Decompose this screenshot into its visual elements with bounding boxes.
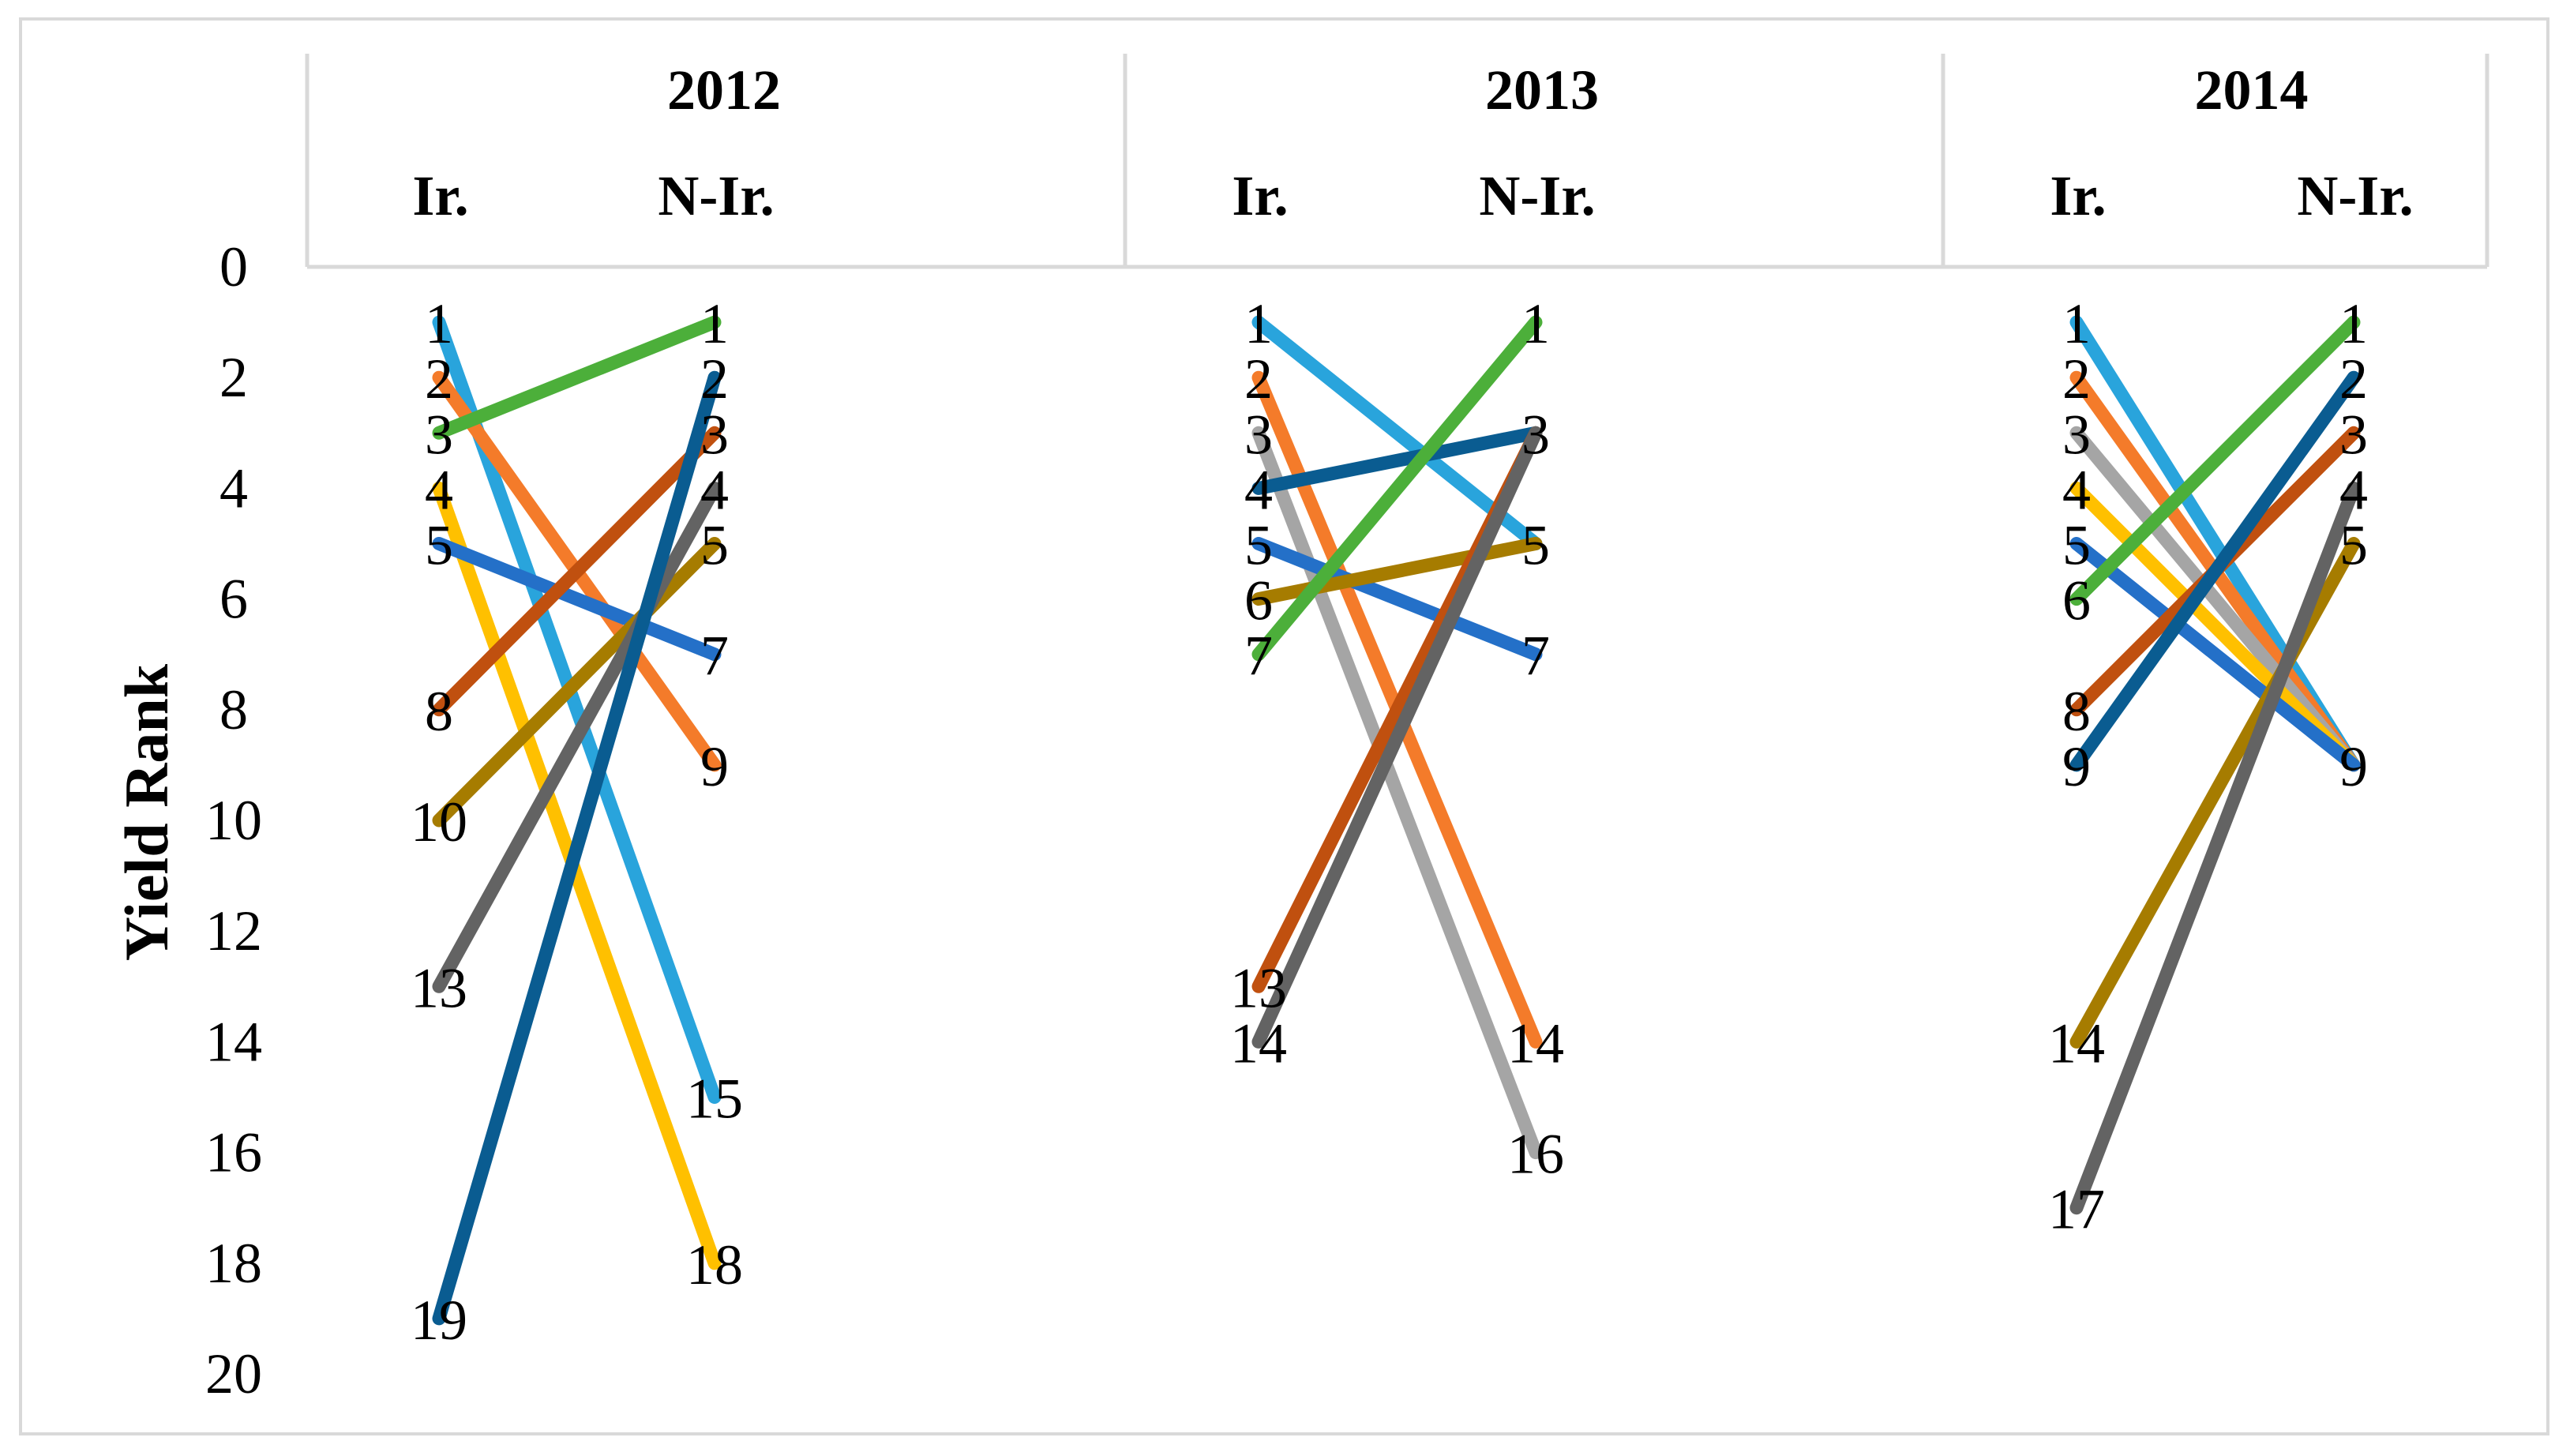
y-tick-label: 8 <box>219 678 248 741</box>
rank-value-label: 7 <box>1521 625 1550 688</box>
panel-year-label: 2014 <box>2195 58 2309 122</box>
series-lines <box>432 315 2361 1326</box>
series-line <box>1251 426 1543 495</box>
series-line <box>432 481 722 1270</box>
series-line <box>432 537 722 827</box>
rank-value-label: 3 <box>2062 403 2091 466</box>
series-line <box>1251 315 1543 550</box>
y-tick-label: 10 <box>205 789 262 852</box>
rank-value-label: 6 <box>2062 569 2091 632</box>
panel-year-label: 2013 <box>1485 58 1599 122</box>
rank-labels: 1152931418578310513419215214316435767113… <box>411 292 2368 1352</box>
rank-value-label: 10 <box>411 790 467 854</box>
series-line <box>1251 537 1543 662</box>
rank-value-label: 7 <box>1244 625 1273 688</box>
header-grid: 2012 Ir. N-Ir. 2013 Ir. N-Ir. 2014 Ir. N-Ir. <box>305 54 2489 269</box>
series-line <box>1251 426 1543 1049</box>
series-line <box>432 370 722 1326</box>
rank-value-label: 2 <box>1244 347 1273 411</box>
category-label-ir: Ir. <box>412 164 468 227</box>
y-axis-title: Yield Rank <box>112 663 181 961</box>
rank-value-label: 9 <box>2062 735 2091 798</box>
category-label-n-ir: N-Ir. <box>2297 164 2413 227</box>
series-line <box>1251 315 1543 662</box>
y-tick-label: 16 <box>205 1121 262 1184</box>
y-tick-label: 20 <box>205 1342 262 1405</box>
rank-value-label: 9 <box>2339 735 2368 798</box>
y-tick-label: 2 <box>219 346 248 409</box>
y-tick-label: 12 <box>205 899 262 963</box>
rank-value-label: 3 <box>700 403 729 466</box>
rank-value-label: 4 <box>700 458 729 521</box>
category-label-n-ir: N-Ir. <box>658 164 774 227</box>
rank-value-label: 6 <box>1244 569 1273 632</box>
rank-value-label: 13 <box>1230 956 1287 1019</box>
series-line <box>432 315 722 440</box>
rank-value-label: 2 <box>425 347 453 411</box>
rank-value-label: 1 <box>700 292 729 355</box>
y-axis: 0 2 4 6 8 10 12 14 16 18 20 <box>205 235 262 1405</box>
rank-value-label: 5 <box>700 514 729 577</box>
rank-value-label: 18 <box>686 1233 743 1297</box>
series-line <box>2069 315 2361 606</box>
rank-value-label: 4 <box>425 458 453 521</box>
rank-value-label: 16 <box>1507 1123 1564 1186</box>
rank-value-label: 7 <box>700 625 729 688</box>
series-line <box>2069 370 2361 772</box>
series-line <box>432 426 722 717</box>
rank-value-label: 3 <box>1244 403 1273 466</box>
rank-value-label: 2 <box>2062 347 2091 411</box>
rank-value-label: 14 <box>1230 1011 1287 1075</box>
rank-value-label: 13 <box>411 956 467 1019</box>
rank-value-label: 2 <box>2339 347 2368 411</box>
rank-value-label: 8 <box>2062 680 2091 743</box>
rank-value-label: 14 <box>2048 1011 2105 1075</box>
rank-value-label: 4 <box>2339 458 2368 521</box>
rank-value-label: 5 <box>1244 514 1273 577</box>
series-line <box>2069 481 2361 772</box>
rank-value-label: 5 <box>2339 514 2368 577</box>
rank-value-label: 3 <box>1521 403 1550 466</box>
rank-value-label: 3 <box>2339 403 2368 466</box>
rank-value-label: 9 <box>700 735 729 798</box>
rank-value-label: 3 <box>425 403 453 466</box>
rank-value-label: 1 <box>1521 292 1550 355</box>
y-tick-label: 0 <box>219 235 248 298</box>
series-line <box>2069 481 2361 1215</box>
rank-value-label: 17 <box>2048 1178 2105 1241</box>
rank-value-label: 5 <box>1521 514 1550 577</box>
rank-value-label: 4 <box>1244 458 1273 521</box>
category-label-ir: Ir. <box>2050 164 2106 227</box>
rank-value-label: 8 <box>425 680 453 743</box>
y-tick-label: 4 <box>219 456 248 520</box>
y-tick-label: 18 <box>205 1232 262 1295</box>
rank-value-label: 14 <box>1507 1011 1564 1075</box>
rank-value-label: 15 <box>686 1068 743 1131</box>
panel-year-label: 2012 <box>667 58 781 122</box>
rank-value-label: 1 <box>2062 292 2091 355</box>
series-line <box>432 537 722 662</box>
rank-value-label: 4 <box>2062 458 2091 521</box>
series-line <box>432 481 722 993</box>
rank-value-label: 5 <box>425 514 453 577</box>
rank-value-label: 19 <box>411 1289 467 1352</box>
category-label-ir: Ir. <box>1232 164 1288 227</box>
y-tick-label: 14 <box>205 1010 262 1073</box>
category-label-n-ir: N-Ir. <box>1479 164 1595 227</box>
rank-value-label: 1 <box>2339 292 2368 355</box>
rank-value-label: 2 <box>700 347 729 411</box>
rank-value-label: 1 <box>425 292 453 355</box>
series-line <box>2069 537 2361 772</box>
y-tick-label: 6 <box>219 568 248 631</box>
rank-value-label: 5 <box>2062 514 2091 577</box>
series-line <box>1251 426 1543 1160</box>
rank-value-label: 1 <box>1244 292 1273 355</box>
